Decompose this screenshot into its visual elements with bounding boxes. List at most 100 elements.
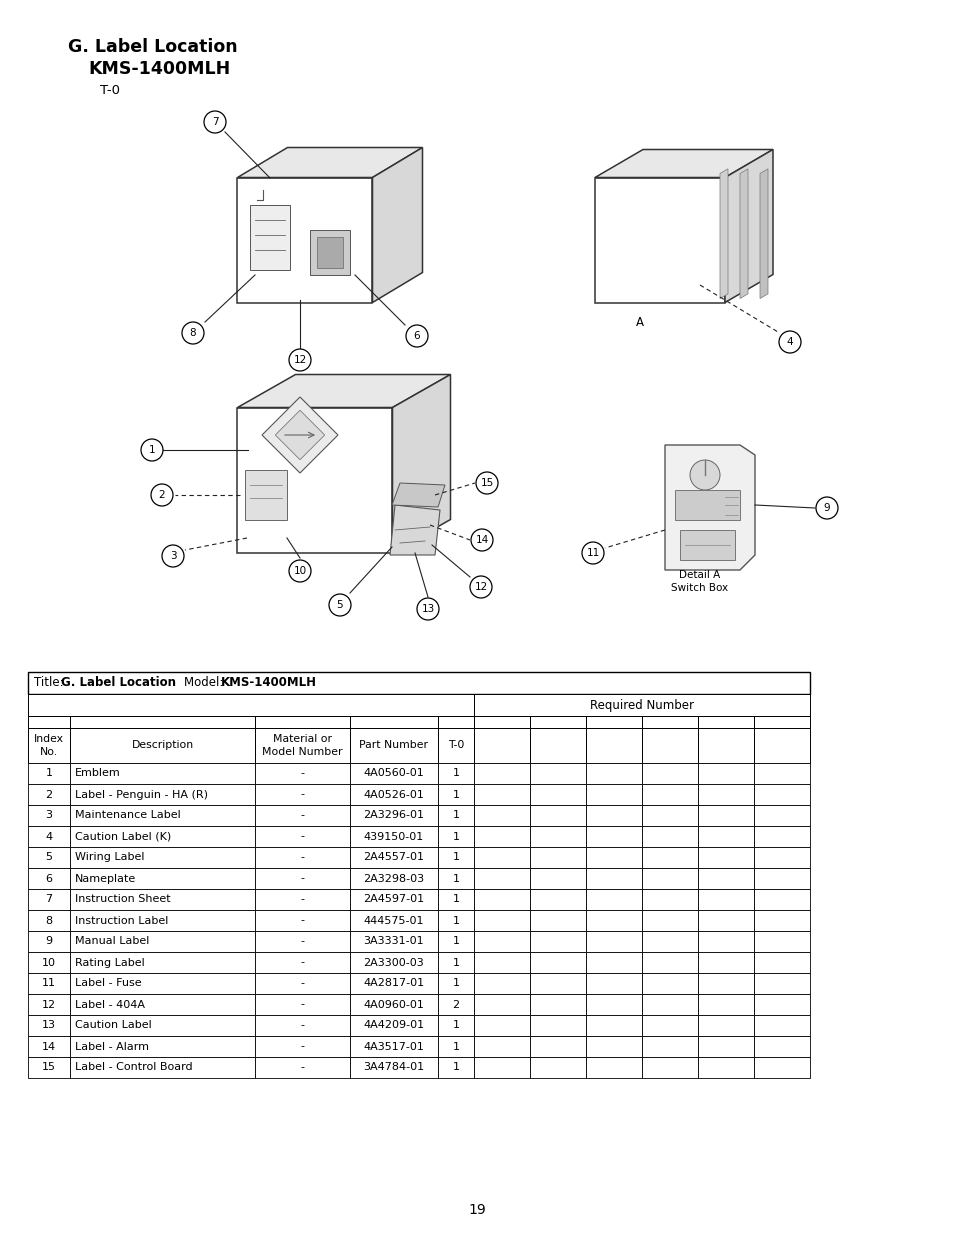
Text: 1: 1 bbox=[46, 768, 52, 778]
Polygon shape bbox=[720, 169, 727, 299]
FancyBboxPatch shape bbox=[698, 931, 753, 952]
Text: 10: 10 bbox=[294, 566, 306, 576]
Circle shape bbox=[141, 438, 163, 461]
Polygon shape bbox=[275, 410, 324, 459]
Polygon shape bbox=[595, 178, 724, 303]
FancyBboxPatch shape bbox=[437, 763, 474, 784]
Text: Label - Fuse: Label - Fuse bbox=[75, 978, 141, 988]
Polygon shape bbox=[724, 149, 772, 303]
Polygon shape bbox=[679, 530, 734, 559]
Text: T-0: T-0 bbox=[447, 741, 464, 751]
Text: Manual Label: Manual Label bbox=[75, 936, 150, 946]
FancyBboxPatch shape bbox=[585, 727, 641, 763]
FancyBboxPatch shape bbox=[70, 1015, 254, 1036]
FancyBboxPatch shape bbox=[641, 1015, 698, 1036]
Text: 4: 4 bbox=[786, 337, 793, 347]
FancyBboxPatch shape bbox=[70, 994, 254, 1015]
FancyBboxPatch shape bbox=[28, 784, 70, 805]
Text: 8: 8 bbox=[190, 329, 196, 338]
FancyBboxPatch shape bbox=[530, 716, 585, 727]
FancyBboxPatch shape bbox=[753, 994, 809, 1015]
FancyBboxPatch shape bbox=[585, 952, 641, 973]
FancyBboxPatch shape bbox=[437, 952, 474, 973]
FancyBboxPatch shape bbox=[350, 826, 437, 847]
FancyBboxPatch shape bbox=[437, 847, 474, 868]
Text: 19: 19 bbox=[468, 1203, 485, 1216]
FancyBboxPatch shape bbox=[698, 994, 753, 1015]
Text: 2: 2 bbox=[158, 490, 165, 500]
Text: 15: 15 bbox=[42, 1062, 56, 1072]
FancyBboxPatch shape bbox=[753, 784, 809, 805]
FancyBboxPatch shape bbox=[530, 952, 585, 973]
Text: Required Number: Required Number bbox=[589, 699, 693, 711]
FancyBboxPatch shape bbox=[474, 847, 530, 868]
Text: 12: 12 bbox=[294, 354, 306, 366]
FancyBboxPatch shape bbox=[474, 826, 530, 847]
Text: 1: 1 bbox=[452, 915, 459, 925]
FancyBboxPatch shape bbox=[530, 931, 585, 952]
FancyBboxPatch shape bbox=[254, 868, 350, 889]
FancyBboxPatch shape bbox=[254, 931, 350, 952]
FancyBboxPatch shape bbox=[254, 826, 350, 847]
Text: Index
No.: Index No. bbox=[34, 734, 64, 757]
FancyBboxPatch shape bbox=[641, 847, 698, 868]
FancyBboxPatch shape bbox=[28, 763, 70, 784]
Text: Label - Alarm: Label - Alarm bbox=[75, 1041, 149, 1051]
FancyBboxPatch shape bbox=[530, 1057, 585, 1078]
FancyBboxPatch shape bbox=[350, 889, 437, 910]
FancyBboxPatch shape bbox=[474, 1057, 530, 1078]
FancyBboxPatch shape bbox=[28, 727, 70, 763]
FancyBboxPatch shape bbox=[585, 1015, 641, 1036]
FancyBboxPatch shape bbox=[254, 1036, 350, 1057]
Text: 1: 1 bbox=[452, 768, 459, 778]
Text: Instruction Label: Instruction Label bbox=[75, 915, 168, 925]
FancyBboxPatch shape bbox=[530, 1015, 585, 1036]
Text: 3: 3 bbox=[170, 551, 176, 561]
FancyBboxPatch shape bbox=[641, 973, 698, 994]
Text: 1: 1 bbox=[452, 810, 459, 820]
Text: Nameplate: Nameplate bbox=[75, 873, 136, 883]
FancyBboxPatch shape bbox=[28, 910, 70, 931]
Text: -: - bbox=[300, 936, 304, 946]
FancyBboxPatch shape bbox=[70, 952, 254, 973]
FancyBboxPatch shape bbox=[254, 952, 350, 973]
Text: 439150-01: 439150-01 bbox=[363, 831, 424, 841]
FancyBboxPatch shape bbox=[530, 868, 585, 889]
FancyBboxPatch shape bbox=[641, 826, 698, 847]
FancyBboxPatch shape bbox=[254, 784, 350, 805]
Text: 4A4209-01: 4A4209-01 bbox=[363, 1020, 424, 1030]
FancyBboxPatch shape bbox=[698, 868, 753, 889]
FancyBboxPatch shape bbox=[28, 1036, 70, 1057]
Text: 2A4597-01: 2A4597-01 bbox=[363, 894, 424, 904]
FancyBboxPatch shape bbox=[350, 763, 437, 784]
Circle shape bbox=[329, 594, 351, 616]
FancyBboxPatch shape bbox=[70, 910, 254, 931]
Polygon shape bbox=[250, 205, 290, 270]
Text: 1: 1 bbox=[452, 1041, 459, 1051]
FancyBboxPatch shape bbox=[530, 847, 585, 868]
FancyBboxPatch shape bbox=[70, 727, 254, 763]
FancyBboxPatch shape bbox=[641, 805, 698, 826]
FancyBboxPatch shape bbox=[350, 931, 437, 952]
Text: Rating Label: Rating Label bbox=[75, 957, 145, 967]
FancyBboxPatch shape bbox=[641, 889, 698, 910]
Text: 4A0560-01: 4A0560-01 bbox=[363, 768, 424, 778]
Text: Wiring Label: Wiring Label bbox=[75, 852, 144, 862]
FancyBboxPatch shape bbox=[585, 868, 641, 889]
Polygon shape bbox=[372, 147, 422, 303]
Text: 12: 12 bbox=[42, 999, 56, 1009]
Polygon shape bbox=[237, 178, 372, 303]
Text: 8: 8 bbox=[46, 915, 52, 925]
FancyBboxPatch shape bbox=[641, 994, 698, 1015]
Text: Title:: Title: bbox=[34, 677, 68, 689]
FancyBboxPatch shape bbox=[530, 805, 585, 826]
FancyBboxPatch shape bbox=[28, 716, 70, 727]
FancyBboxPatch shape bbox=[28, 1057, 70, 1078]
FancyBboxPatch shape bbox=[753, 973, 809, 994]
Text: Switch Box: Switch Box bbox=[671, 583, 728, 593]
FancyBboxPatch shape bbox=[70, 1036, 254, 1057]
FancyBboxPatch shape bbox=[641, 952, 698, 973]
FancyBboxPatch shape bbox=[698, 889, 753, 910]
FancyBboxPatch shape bbox=[753, 716, 809, 727]
FancyBboxPatch shape bbox=[350, 952, 437, 973]
